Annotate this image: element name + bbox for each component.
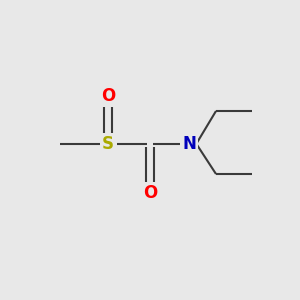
Text: O: O bbox=[143, 184, 157, 202]
Text: O: O bbox=[101, 87, 115, 105]
Text: S: S bbox=[102, 135, 114, 153]
Text: N: N bbox=[182, 135, 196, 153]
